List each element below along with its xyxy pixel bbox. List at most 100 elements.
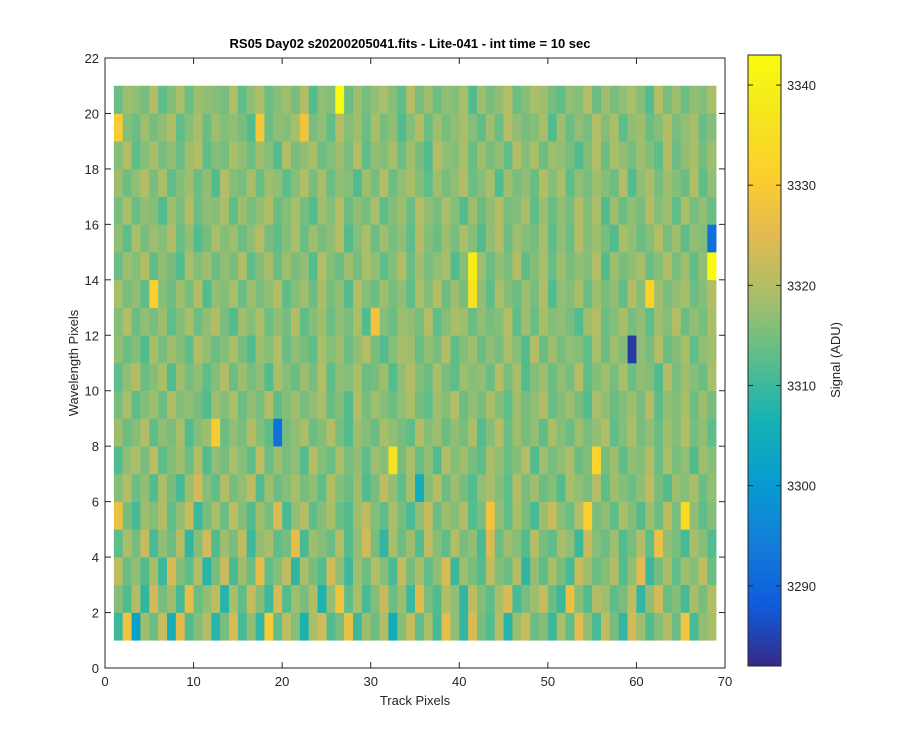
heatmap-cell <box>193 501 203 530</box>
heatmap-cell <box>264 418 274 447</box>
heatmap-cell <box>423 307 434 336</box>
heatmap-cell <box>671 473 682 502</box>
heatmap-cell <box>370 168 380 197</box>
heatmap-cell <box>618 446 628 475</box>
heatmap-cell <box>707 307 717 336</box>
heatmap-cell <box>149 529 159 558</box>
heatmap-cell <box>636 529 646 558</box>
heatmap-cell <box>370 279 380 308</box>
heatmap-cell <box>308 529 318 558</box>
heatmap-cell <box>609 363 620 392</box>
heatmap-cell <box>264 252 274 281</box>
heatmap-cell <box>609 584 620 613</box>
heatmap-cell <box>583 252 593 281</box>
heatmap-cell <box>158 113 168 142</box>
heatmap-cell <box>149 418 159 447</box>
heatmap-cell <box>140 279 150 308</box>
heatmap-cell <box>308 307 318 336</box>
heatmap-cell <box>175 252 186 281</box>
heatmap-cell <box>432 335 442 364</box>
heatmap-cell <box>636 501 646 530</box>
heatmap-cell <box>459 85 469 114</box>
heatmap-cell <box>122 363 132 392</box>
heatmap-cell <box>512 390 522 419</box>
heatmap-cell <box>299 557 310 586</box>
heatmap-cell <box>547 501 558 530</box>
heatmap-cell <box>317 335 327 364</box>
heatmap-cell <box>477 390 487 419</box>
heatmap-cell <box>291 252 301 281</box>
heatmap-cell <box>193 335 203 364</box>
heatmap-cell <box>131 529 141 558</box>
heatmap-cell <box>415 85 425 114</box>
heatmap-cell <box>397 141 407 170</box>
heatmap-cell <box>264 363 274 392</box>
heatmap-cell <box>556 335 566 364</box>
heatmap-cell <box>636 473 646 502</box>
heatmap-cell <box>565 390 575 419</box>
heatmap-cell <box>388 390 398 419</box>
heatmap-cell <box>707 557 717 586</box>
y-tick-label: 10 <box>85 384 99 399</box>
heatmap-cell <box>237 473 248 502</box>
heatmap-cell <box>441 252 451 281</box>
heatmap-cell <box>184 224 194 253</box>
heatmap-cell <box>547 584 558 613</box>
heatmap-cell <box>441 363 451 392</box>
heatmap-cell <box>459 141 469 170</box>
heatmap-cell <box>202 224 212 253</box>
heatmap-cell <box>299 113 310 142</box>
heatmap-cell <box>273 224 283 253</box>
heatmap-cell <box>441 335 451 364</box>
heatmap-cell <box>556 418 566 447</box>
heatmap-cell <box>565 529 575 558</box>
heatmap-cell <box>246 196 256 225</box>
heatmap-cell <box>353 252 363 281</box>
heatmap-cell <box>353 279 363 308</box>
heatmap-cell <box>618 584 628 613</box>
heatmap-cell <box>193 196 203 225</box>
heatmap-cell <box>326 113 336 142</box>
heatmap-cell <box>432 473 442 502</box>
heatmap-cell <box>583 612 593 641</box>
heatmap-cell <box>618 224 628 253</box>
heatmap-cell <box>308 473 318 502</box>
heatmap-cell <box>193 85 203 114</box>
heatmap-cell <box>379 113 389 142</box>
heatmap-cell <box>574 307 584 336</box>
heatmap-cell <box>131 307 141 336</box>
heatmap-cell <box>237 529 248 558</box>
heatmap-cell <box>211 168 221 197</box>
heatmap-cell <box>432 85 442 114</box>
heatmap-cell <box>565 141 575 170</box>
heatmap-cell <box>264 335 274 364</box>
heatmap-cell <box>273 113 283 142</box>
heatmap-cell <box>308 446 318 475</box>
heatmap-cell <box>450 113 460 142</box>
heatmap-cell <box>645 196 655 225</box>
heatmap-cell <box>592 584 602 613</box>
heatmap-cell <box>450 612 460 641</box>
heatmap-cell <box>131 224 141 253</box>
heatmap-cell <box>344 279 354 308</box>
heatmap-cell <box>636 307 646 336</box>
heatmap-cell <box>335 252 345 281</box>
heatmap-cell <box>326 252 336 281</box>
heatmap-cell <box>601 529 611 558</box>
heatmap-cell <box>609 418 620 447</box>
heatmap-cell <box>707 85 717 114</box>
heatmap-cell <box>592 501 602 530</box>
heatmap-cell <box>140 418 150 447</box>
heatmap-cell <box>379 196 389 225</box>
heatmap-cell <box>237 390 248 419</box>
heatmap-cell <box>521 363 531 392</box>
heatmap-cell <box>539 363 549 392</box>
heatmap-cell <box>601 557 611 586</box>
heatmap-cell <box>273 279 283 308</box>
heatmap-cell <box>388 252 398 281</box>
heatmap-cell <box>485 363 496 392</box>
heatmap-cell <box>592 612 602 641</box>
heatmap-cell <box>503 224 513 253</box>
heatmap-cell <box>654 113 664 142</box>
heatmap-cell <box>167 529 177 558</box>
